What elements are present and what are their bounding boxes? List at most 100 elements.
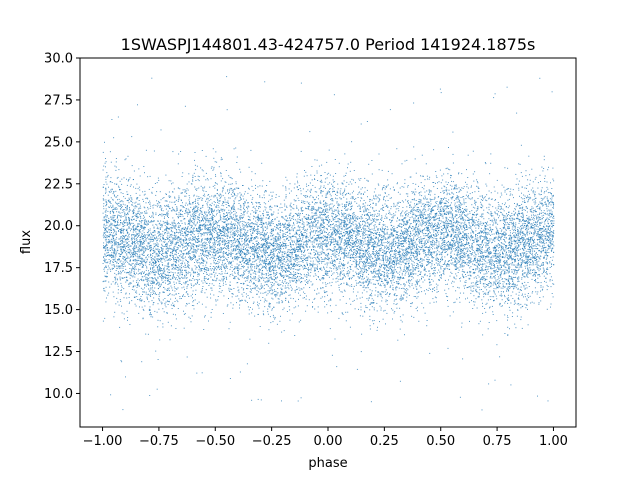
data-point [162,237,164,239]
data-point [399,226,401,228]
data-point [318,231,320,232]
data-point [459,202,461,204]
data-point [321,278,323,280]
data-point [315,267,317,269]
data-point [417,248,419,250]
data-point [520,254,522,256]
data-point [327,211,329,213]
data-point [396,202,398,204]
data-point [184,213,186,214]
data-point [352,212,354,214]
data-point [193,284,195,286]
data-point [138,234,140,236]
data-point [111,238,112,240]
data-point [427,248,429,250]
data-point [114,224,115,226]
data-point [550,192,552,194]
data-point [112,238,114,240]
data-point [463,292,465,294]
data-point [456,220,458,221]
data-point [353,212,355,214]
data-point [349,234,351,236]
data-point [143,271,145,273]
data-point [493,290,495,292]
data-point [112,204,114,206]
data-point [409,243,411,245]
data-point [549,279,551,281]
data-point [501,246,503,248]
data-point [352,240,354,242]
data-point [165,244,167,246]
data-point [468,236,470,238]
data-point [149,247,151,249]
data-point [329,241,331,242]
data-point [503,217,505,219]
data-point [528,257,530,259]
data-point [287,284,289,286]
data-point [323,218,325,220]
data-point [263,249,265,251]
data-point [409,204,411,206]
data-point [114,183,116,185]
data-point [494,282,496,284]
data-point [505,229,507,231]
data-point [121,312,123,314]
data-point [446,235,448,236]
data-point [385,260,387,262]
data-point [144,212,146,214]
data-point [400,258,402,260]
data-point [546,249,548,251]
data-point [167,262,169,264]
data-point [387,226,388,228]
data-point [177,200,179,202]
data-point [426,258,428,260]
data-point [248,219,250,221]
data-point [182,172,184,174]
data-point [296,205,298,207]
data-point [405,256,407,258]
data-point [277,212,279,214]
data-point [307,264,308,266]
data-point [448,245,450,247]
data-point [444,249,446,251]
data-point [551,237,553,239]
data-point [503,273,505,275]
data-point [211,202,213,204]
data-point [175,250,177,252]
data-point [340,250,342,252]
data-point [166,236,168,238]
data-point [283,239,285,241]
data-point [500,239,502,241]
data-point [134,276,136,278]
data-point [252,245,253,247]
data-point [516,178,518,180]
data-point [240,193,242,195]
data-point [370,234,372,236]
data-point [357,226,359,228]
data-point [426,222,428,224]
data-point [149,230,151,232]
data-point [462,262,464,263]
data-point [157,220,159,222]
data-point [431,268,433,270]
data-point [253,264,255,265]
data-point [212,214,214,216]
data-point [452,162,454,164]
data-point [149,203,151,205]
data-point [147,208,149,210]
data-point [308,203,309,205]
data-point [327,259,329,260]
data-point [157,177,159,179]
data-point [145,240,147,242]
data-point [126,205,128,206]
data-point [234,239,236,240]
data-point [359,253,361,255]
data-point [389,235,391,237]
data-point [452,213,454,215]
data-point [218,206,220,208]
data-point [541,228,543,230]
data-point [121,237,123,239]
data-point [363,256,365,258]
data-point [249,229,251,231]
data-point [253,245,255,247]
